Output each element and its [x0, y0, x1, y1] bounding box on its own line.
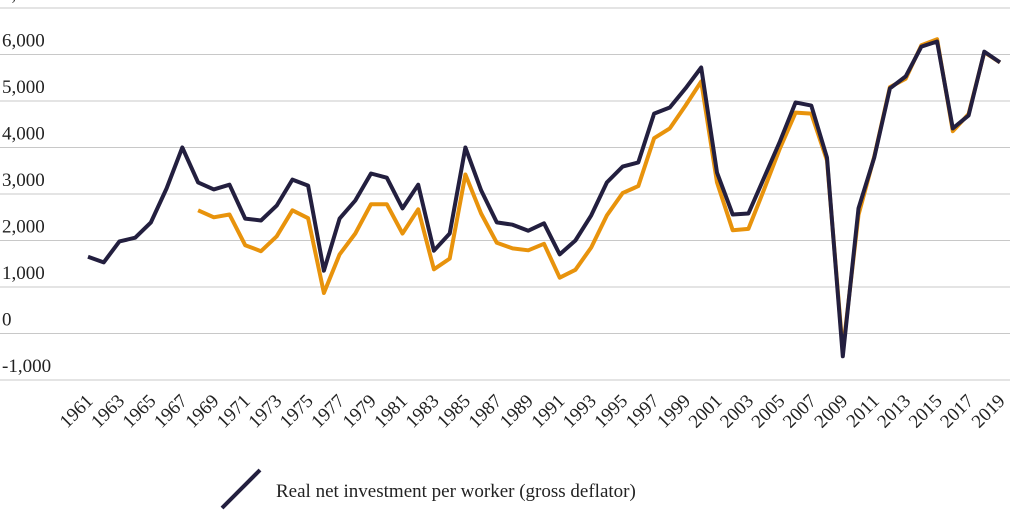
y-tick-label: 7,000	[2, 0, 45, 5]
x-tick-label: 2011	[843, 391, 884, 432]
x-tick-label: 2017	[936, 391, 978, 433]
x-tick-label: 1985	[433, 391, 475, 433]
x-tick-label: 1973	[245, 391, 287, 433]
x-tick-label: 2013	[873, 391, 915, 433]
x-tick-label: 1975	[276, 391, 318, 433]
x-tick-label: 1977	[307, 391, 349, 433]
x-tick-label: 2009	[811, 391, 853, 433]
x-tick-label: 1991	[528, 391, 570, 433]
x-tick-label: 1965	[119, 391, 161, 433]
x-tick-label: 1967	[150, 391, 192, 433]
x-tick-label: 1995	[590, 391, 632, 433]
x-tick-label: 2005	[748, 391, 790, 433]
x-tick-label: 2003	[716, 391, 758, 433]
y-tick-label: 6,000	[2, 31, 45, 52]
x-tick-label: 1989	[496, 391, 538, 433]
x-tick-label: 1987	[465, 391, 507, 433]
x-tick-label: 1999	[653, 391, 695, 433]
y-tick-label: 1,000	[2, 263, 45, 284]
y-tick-label: 4,000	[2, 124, 45, 145]
x-tick-label: 1983	[402, 391, 444, 433]
legend-label: Real net investment per worker (gross de…	[276, 481, 636, 502]
y-tick-label: 3,000	[2, 170, 45, 191]
y-tick-label: 5,000	[2, 77, 45, 98]
x-tick-label: 1997	[622, 391, 664, 433]
x-tick-label: 1979	[339, 391, 381, 433]
x-tick-label: 1969	[182, 391, 224, 433]
series-line	[87, 39, 1002, 359]
x-tick-label: 1963	[87, 391, 129, 433]
x-tick-label: 1971	[213, 391, 255, 433]
x-tick-label: 1993	[559, 391, 601, 433]
x-tick-label: 2019	[968, 391, 1010, 433]
y-tick-label: -1,000	[2, 356, 51, 377]
y-tick-label: 2,000	[2, 217, 45, 238]
x-tick-label: 1961	[56, 391, 98, 433]
x-tick-label: 1981	[370, 391, 412, 433]
x-tick-label: 2015	[905, 391, 947, 433]
legend-swatch	[220, 468, 262, 510]
x-tick-label: 2001	[685, 391, 727, 433]
y-tick-label: 0	[2, 310, 12, 331]
x-tick-label: 2007	[779, 391, 821, 433]
